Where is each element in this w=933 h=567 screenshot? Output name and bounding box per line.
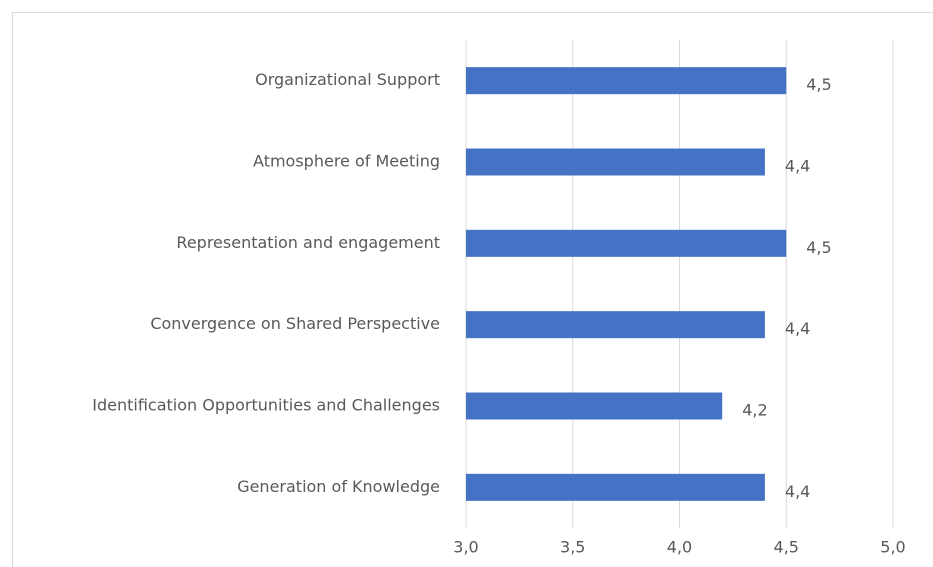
data-label: 4,4 <box>785 482 810 501</box>
bar <box>466 473 765 501</box>
data-label: 4,5 <box>806 238 831 257</box>
x-tick-label: 3,0 <box>453 538 478 557</box>
bar <box>466 392 723 420</box>
data-label: 4,4 <box>785 319 810 338</box>
data-label: 4,5 <box>806 75 831 94</box>
y-tick-label: Atmosphere of Meeting <box>253 152 440 171</box>
y-tick-label: Convergence on Shared Perspective <box>150 314 440 333</box>
bar <box>466 229 787 257</box>
bar <box>466 67 787 95</box>
x-tick-label: 5,0 <box>880 538 905 557</box>
chart-border <box>12 12 933 567</box>
y-tick-label: Organizational Support <box>255 70 440 89</box>
y-tick-label: Identification Opportunities and Challen… <box>92 396 440 415</box>
y-tick-label: Generation of Knowledge <box>237 477 440 496</box>
y-tick-label: Representation and engagement <box>176 233 440 252</box>
x-tick-label: 4,5 <box>774 538 799 557</box>
data-label: 4,2 <box>742 401 767 420</box>
bar <box>466 148 765 176</box>
bar <box>466 311 765 339</box>
x-tick-label: 4,0 <box>667 538 692 557</box>
data-label: 4,4 <box>785 157 810 176</box>
x-tick-label: 3,5 <box>560 538 585 557</box>
